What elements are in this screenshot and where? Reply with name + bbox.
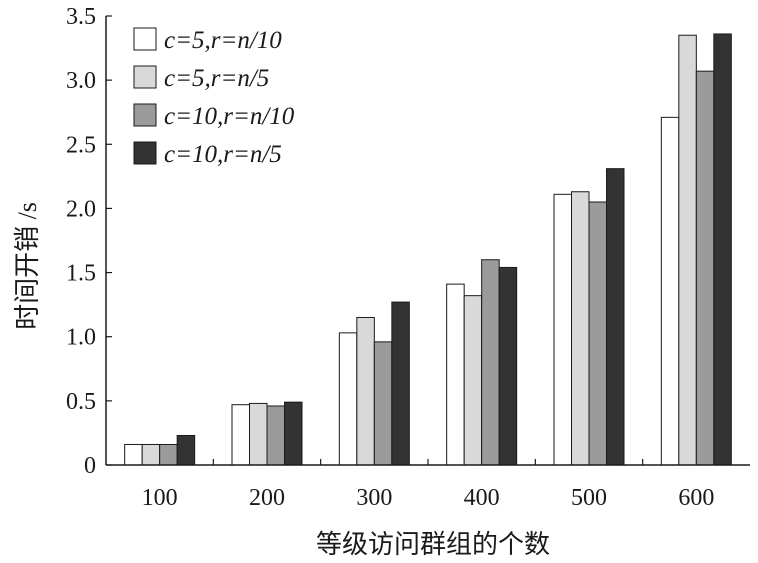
x-tick-label: 200 (249, 485, 285, 511)
bar-300-series-2 (356, 316, 375, 466)
bar-400-series-4 (498, 266, 518, 466)
bar-400-series-3 (481, 259, 500, 466)
bar-500-series-2 (571, 191, 590, 466)
axes-group: 0 0.5 1.0 1.5 2.0 2.5 3.0 3.5 100 200 300 400 500 600 (66, 4, 750, 511)
x-tick-label: 400 (464, 485, 500, 511)
x-tick-label: 100 (142, 485, 178, 511)
bar-600-series-3 (695, 70, 715, 466)
bar-500-series-1 (553, 193, 572, 466)
bar-100-series-4 (176, 434, 196, 466)
bar-300-series-3 (373, 341, 393, 466)
y-axis-label: 时间开销 /s (13, 202, 42, 330)
legend-label-4: c=10,r=n/5 (164, 141, 282, 168)
legend-label-1: c=5,r=n/10 (164, 27, 282, 54)
bar-200-series-1 (231, 404, 250, 466)
legend-label-2: c=5,r=n/5 (164, 65, 269, 92)
bar-100-series-1 (124, 443, 143, 466)
bar-100-series-2 (141, 443, 161, 466)
bar-400-series-1 (446, 283, 465, 466)
bars-group (124, 33, 732, 466)
bar-200-series-2 (249, 402, 268, 466)
bar-300-series-1 (338, 332, 358, 466)
y-tick-label: 3.0 (66, 68, 96, 94)
bar-200-series-3 (266, 405, 285, 466)
x-tick-label: 300 (356, 485, 392, 511)
bar-300-series-4 (391, 301, 410, 466)
y-tick-label: 3.5 (66, 4, 96, 30)
y-tick-label: 1.5 (66, 261, 96, 287)
legend-label-3: c=10,r=n/10 (164, 103, 295, 130)
y-tick-label: 2.0 (66, 196, 96, 222)
y-tick-label: 2.5 (66, 132, 96, 158)
y-tick-label: 0 (84, 453, 96, 479)
bar-500-series-4 (606, 168, 625, 466)
legend-swatch-3 (133, 103, 157, 127)
legend-swatch-2 (133, 65, 157, 89)
x-axis-label: 等级访问群组的个数 (316, 530, 550, 559)
bar-500-series-3 (588, 201, 607, 466)
legend-swatch-4 (133, 141, 157, 165)
bar-400-series-2 (463, 295, 483, 466)
bar-100-series-3 (159, 443, 178, 466)
x-tick-label: 600 (678, 485, 714, 511)
bar-600-series-2 (678, 34, 697, 466)
y-tick-label: 1.0 (66, 325, 96, 351)
bar-600-series-1 (660, 116, 680, 466)
bar-200-series-4 (284, 401, 303, 466)
legend-swatch-1 (133, 27, 157, 51)
bar-600-series-4 (713, 33, 732, 466)
x-tick-label: 500 (571, 485, 607, 511)
legend: c=5,r=n/10 c=5,r=n/5 c=10,r=n/10 c=10,r=n/5 (133, 27, 295, 168)
y-tick-label: 0.5 (66, 389, 96, 415)
